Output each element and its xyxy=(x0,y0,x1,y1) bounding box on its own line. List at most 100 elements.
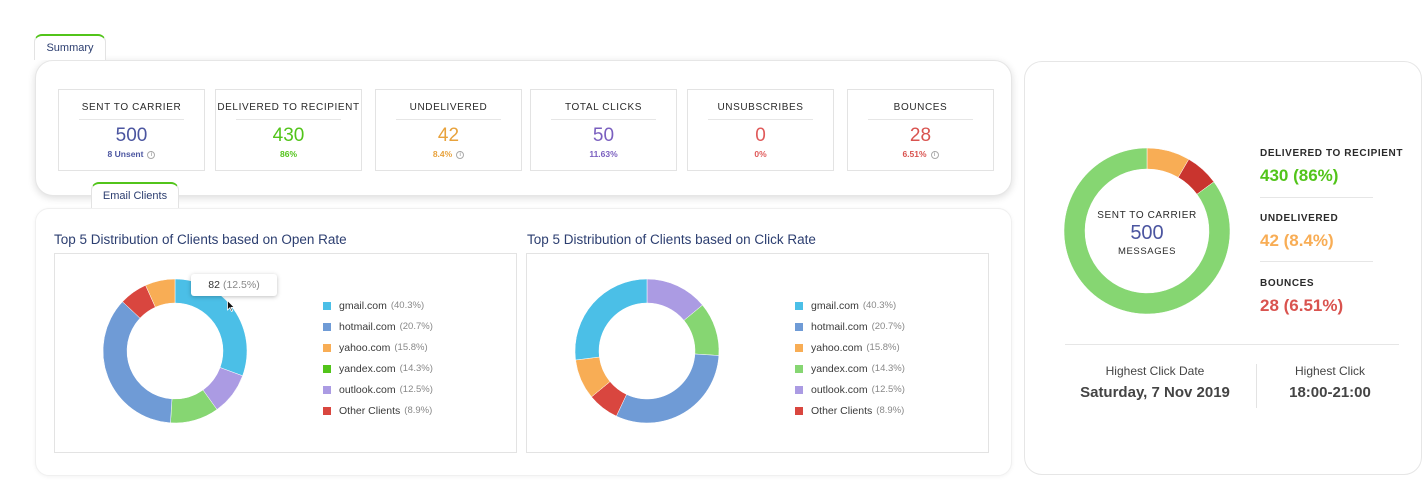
highest-click-label: Highest Click xyxy=(1294,364,1366,378)
legend-swatch xyxy=(795,385,803,394)
vertical-divider xyxy=(1256,364,1257,408)
legend-label: outlook.com xyxy=(811,383,868,396)
legend-item[interactable]: yahoo.com (15.8%) xyxy=(795,337,905,358)
legend-swatch xyxy=(323,364,331,373)
stat-divider xyxy=(396,119,501,120)
info-icon[interactable]: i xyxy=(930,151,939,159)
donut-slice-hotmail-com[interactable] xyxy=(102,301,173,424)
legend-pct: (14.3%) xyxy=(399,363,433,374)
stat-undelivered: UNDELIVERED 42 8.4% i xyxy=(375,89,522,171)
legend-item[interactable]: yandex.com (14.3%) xyxy=(795,358,905,379)
stat-divider xyxy=(708,119,813,120)
open-rate-donut[interactable] xyxy=(100,276,250,426)
highest-click: Highest Click 18:00-21:00 xyxy=(1270,364,1390,401)
legend-pct: (14.3%) xyxy=(871,363,905,374)
open-rate-title: Top 5 Distribution of Clients based on O… xyxy=(54,232,347,247)
donut-slice-delivered-to-recipient[interactable] xyxy=(1063,147,1231,315)
legend-pct: (40.3%) xyxy=(390,300,425,311)
stat-sub: 6.51% i xyxy=(848,149,993,159)
metric-label: DELIVERED TO RECIPIENT xyxy=(1260,148,1404,159)
donut-slice-gmail-com[interactable] xyxy=(574,278,648,361)
stat-sub-text: 0% xyxy=(754,149,767,159)
info-icon[interactable]: i xyxy=(456,151,465,159)
stat-value: 50 xyxy=(592,125,615,146)
metric-label: UNDELIVERED xyxy=(1260,213,1339,224)
stat-sub: 11.63% xyxy=(531,149,676,159)
legend-item[interactable]: Other Clients (8.9%) xyxy=(323,400,433,421)
legend-item[interactable]: outlook.com (12.5%) xyxy=(323,379,433,400)
legend-item[interactable]: hotmail.com (20.7%) xyxy=(795,316,905,337)
info-icon[interactable]: i xyxy=(147,151,156,159)
legend-item[interactable]: hotmail.com (20.7%) xyxy=(323,316,433,337)
open-rate-panel: 82 (12.5%) gmail.com (40.3%) hotmail.com (20… xyxy=(54,253,517,453)
stat-divider xyxy=(236,119,341,120)
legend-item[interactable]: Other Clients (8.9%) xyxy=(795,400,905,421)
legend-item[interactable]: gmail.com (40.3%) xyxy=(323,295,433,316)
stat-sent-to-carrier: SENT TO CARRIER 500 8 Unsent i xyxy=(58,89,205,171)
legend-swatch xyxy=(795,322,803,331)
stat-label: SENT TO CARRIER xyxy=(81,102,182,113)
legend-pct: (15.8%) xyxy=(394,342,428,353)
stat-value: 0 xyxy=(755,125,766,146)
email-clients-card: Top 5 Distribution of Clients based on O… xyxy=(35,208,1012,476)
metric-undelivered: UNDELIVERED 42 (8.4%) xyxy=(1260,213,1410,251)
legend-label: Other Clients xyxy=(339,404,401,417)
section-divider xyxy=(1065,344,1399,345)
legend-swatch xyxy=(323,343,331,352)
legend-label: outlook.com xyxy=(339,383,396,396)
stat-divider xyxy=(551,119,656,120)
highest-click-date: Highest Click Date Saturday, 7 Nov 2019 xyxy=(1055,364,1255,401)
legend-item[interactable]: yandex.com (14.3%) xyxy=(323,358,433,379)
stat-sub-text: 6.51% xyxy=(902,149,927,159)
legend-swatch xyxy=(795,343,803,352)
click-rate-panel: gmail.com (40.3%) hotmail.com (20.7%) yahoo.… xyxy=(526,253,989,453)
donut-slice-hotmail-com[interactable] xyxy=(616,353,720,424)
stat-value: 500 xyxy=(115,125,148,146)
stat-label: UNSUBSCRIBES xyxy=(717,102,804,113)
stat-value: 430 xyxy=(272,125,305,146)
legend-label: hotmail.com xyxy=(339,320,396,333)
highest-click-date-value: Saturday, 7 Nov 2019 xyxy=(1080,384,1230,401)
legend-label: yahoo.com xyxy=(811,341,863,354)
legend-pct: (8.9%) xyxy=(876,405,905,416)
stat-sub-text: 86% xyxy=(279,149,297,159)
legend-pct: (20.7%) xyxy=(399,321,433,332)
metric-value: 430 (86%) xyxy=(1260,166,1339,185)
delivery-donut[interactable] xyxy=(1063,147,1231,315)
legend-swatch xyxy=(323,385,331,394)
center-unit: MESSAGES xyxy=(1117,246,1177,257)
stat-sub: 8 Unsent i xyxy=(59,149,204,159)
stat-value: 42 xyxy=(437,125,460,146)
legend-swatch xyxy=(323,406,331,415)
chart-tooltip: 82 (12.5%) xyxy=(191,274,277,296)
stat-divider xyxy=(79,119,184,120)
tab-summary[interactable]: Summary xyxy=(34,34,106,60)
tab-email-clients[interactable]: Email Clients xyxy=(91,182,179,208)
stat-total-clicks: TOTAL CLICKS 50 11.63% xyxy=(530,89,677,171)
click-rate-donut[interactable] xyxy=(572,276,722,426)
highest-click-value: 18:00-21:00 xyxy=(1289,384,1371,401)
donut-slice-yahoo-com[interactable] xyxy=(145,278,176,308)
center-label: SENT TO CARRIER xyxy=(1097,210,1197,221)
metric-bounces: BOUNCES 28 (6.51%) xyxy=(1260,278,1410,316)
metric-delivered: DELIVERED TO RECIPIENT 430 (86%) xyxy=(1260,148,1410,186)
stat-bounces: BOUNCES 28 6.51% i xyxy=(847,89,994,171)
highest-click-date-label: Highest Click Date xyxy=(1105,364,1205,378)
legend-pct: (8.9%) xyxy=(404,405,433,416)
metric-divider xyxy=(1260,261,1373,262)
open-rate-legend: gmail.com (40.3%) hotmail.com (20.7%) yahoo.… xyxy=(323,295,433,421)
stat-sub: 86% xyxy=(216,149,361,159)
tooltip-value: 82 xyxy=(208,279,220,291)
stat-label: TOTAL CLICKS xyxy=(564,102,643,113)
mouse-cursor-icon xyxy=(227,300,235,312)
center-value: 500 xyxy=(1130,222,1164,244)
legend-pct: (12.5%) xyxy=(871,384,905,395)
legend-item[interactable]: outlook.com (12.5%) xyxy=(795,379,905,400)
legend-item[interactable]: gmail.com (40.3%) xyxy=(795,295,905,316)
legend-swatch xyxy=(795,364,803,373)
click-rate-title: Top 5 Distribution of Clients based on C… xyxy=(527,232,816,247)
click-rate-legend: gmail.com (40.3%) hotmail.com (20.7%) yahoo.… xyxy=(795,295,905,421)
tooltip-pct: (12.5%) xyxy=(222,279,260,291)
legend-item[interactable]: yahoo.com (15.8%) xyxy=(323,337,433,358)
stat-label: UNDELIVERED xyxy=(409,102,488,113)
